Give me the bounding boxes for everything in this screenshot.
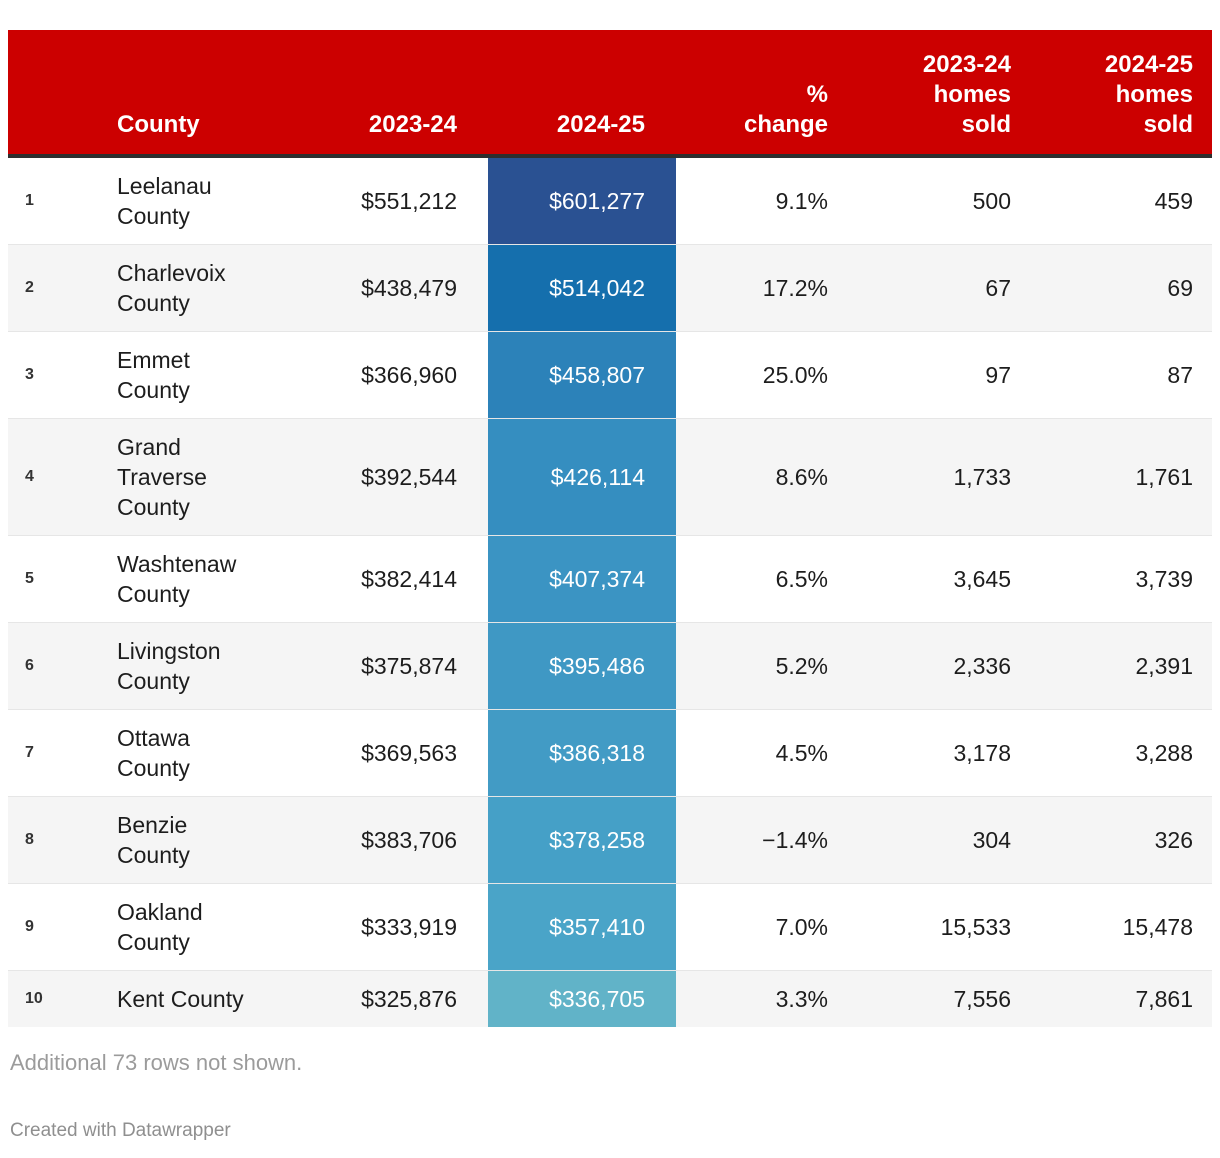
price-2023-cell: $438,479	[277, 244, 488, 332]
county-cell: Washtenaw County	[117, 535, 277, 623]
homes-sold-2023-cell: 1,733	[859, 418, 1042, 536]
homes-sold-2024-column-header: 2024-25 homes sold	[1042, 30, 1212, 158]
table-row: 5 Washtenaw County $382,414 $407,374 6.5…	[8, 535, 1212, 623]
homes-sold-2024-cell: 2,391	[1042, 622, 1212, 710]
row-rank: 8	[8, 796, 117, 884]
homes-sold-2023-column-header: 2023-24 homes sold	[859, 30, 1042, 158]
county-home-prices-table: County 2023-24 2024-25 % change 2023-24 …	[8, 30, 1212, 1027]
price-2024-cell: $601,277	[488, 156, 676, 245]
price-2024-cell: $407,374	[488, 535, 676, 623]
rank-column-header	[8, 30, 117, 158]
table-row: 2 Charlevoix County $438,479 $514,042 17…	[8, 244, 1212, 332]
pct-change-column-header: % change	[676, 30, 859, 158]
table-body: 1 Leelanau County $551,212 $601,277 9.1%…	[8, 156, 1212, 1027]
row-rank: 10	[8, 970, 117, 1027]
homes-sold-2023-cell: 3,645	[859, 535, 1042, 623]
homes-sold-2023-cell: 97	[859, 331, 1042, 419]
row-rank: 2	[8, 244, 117, 332]
pct-change-cell: 7.0%	[676, 883, 859, 971]
row-rank: 3	[8, 331, 117, 419]
table-row: 10 Kent County $325,876 $336,705 3.3% 7,…	[8, 970, 1212, 1027]
homes-sold-2024-cell: 7,861	[1042, 970, 1212, 1027]
pct-change-cell: 5.2%	[676, 622, 859, 710]
homes-sold-2023-cell: 67	[859, 244, 1042, 332]
row-rank: 4	[8, 418, 117, 536]
price-2023-column-header: 2023-24	[277, 30, 488, 158]
pct-change-cell: 3.3%	[676, 970, 859, 1027]
header-row: County 2023-24 2024-25 % change 2023-24 …	[8, 30, 1212, 158]
table-row: 8 Benzie County $383,706 $378,258 −1.4% …	[8, 796, 1212, 884]
homes-sold-2024-cell: 15,478	[1042, 883, 1212, 971]
pct-change-cell: 9.1%	[676, 156, 859, 245]
pct-change-cell: −1.4%	[676, 796, 859, 884]
price-2024-cell: $378,258	[488, 796, 676, 884]
pct-change-cell: 4.5%	[676, 709, 859, 797]
price-2023-cell: $366,960	[277, 331, 488, 419]
row-rank: 7	[8, 709, 117, 797]
price-2024-cell: $386,318	[488, 709, 676, 797]
row-rank: 1	[8, 156, 117, 245]
price-2023-cell: $325,876	[277, 970, 488, 1027]
table-header: County 2023-24 2024-25 % change 2023-24 …	[8, 30, 1212, 158]
homes-sold-2023-cell: 304	[859, 796, 1042, 884]
pct-change-cell: 6.5%	[676, 535, 859, 623]
county-cell: Benzie County	[117, 796, 277, 884]
row-rank: 5	[8, 535, 117, 623]
price-2024-cell: $336,705	[488, 970, 676, 1027]
price-2024-cell: $514,042	[488, 244, 676, 332]
price-2023-cell: $382,414	[277, 535, 488, 623]
county-cell: Emmet County	[117, 331, 277, 419]
county-cell: Oakland County	[117, 883, 277, 971]
homes-sold-2023-cell: 2,336	[859, 622, 1042, 710]
county-cell: Ottawa County	[117, 709, 277, 797]
price-2024-cell: $458,807	[488, 331, 676, 419]
price-2024-cell: $426,114	[488, 418, 676, 536]
datawrapper-credit-link[interactable]: Created with Datawrapper	[10, 1120, 231, 1141]
pct-change-cell: 17.2%	[676, 244, 859, 332]
row-rank: 6	[8, 622, 117, 710]
county-cell: Grand Traverse County	[117, 418, 277, 536]
price-2023-cell: $369,563	[277, 709, 488, 797]
price-2024-cell: $395,486	[488, 622, 676, 710]
homes-sold-2024-cell: 3,739	[1042, 535, 1212, 623]
homes-sold-2023-cell: 3,178	[859, 709, 1042, 797]
homes-sold-2024-cell: 87	[1042, 331, 1212, 419]
homes-sold-2024-cell: 3,288	[1042, 709, 1212, 797]
rows-not-shown-note: Additional 73 rows not shown.	[10, 1050, 303, 1075]
row-rank: 9	[8, 883, 117, 971]
table-row: 9 Oakland County $333,919 $357,410 7.0% …	[8, 883, 1212, 971]
table-row: 7 Ottawa County $369,563 $386,318 4.5% 3…	[8, 709, 1212, 797]
table-row: 6 Livingston County $375,874 $395,486 5.…	[8, 622, 1212, 710]
price-2023-cell: $375,874	[277, 622, 488, 710]
homes-sold-2023-cell: 7,556	[859, 970, 1042, 1027]
table-row: 4 Grand Traverse County $392,544 $426,11…	[8, 418, 1212, 536]
price-2023-cell: $383,706	[277, 796, 488, 884]
county-cell: Livingston County	[117, 622, 277, 710]
table-row: 1 Leelanau County $551,212 $601,277 9.1%…	[8, 156, 1212, 245]
price-2023-cell: $551,212	[277, 156, 488, 245]
county-cell: Charlevoix County	[117, 244, 277, 332]
county-cell: Kent County	[117, 970, 277, 1027]
table-row: 3 Emmet County $366,960 $458,807 25.0% 9…	[8, 331, 1212, 419]
price-2023-cell: $333,919	[277, 883, 488, 971]
county-column-header: County	[117, 30, 277, 158]
homes-sold-2024-cell: 1,761	[1042, 418, 1212, 536]
pct-change-cell: 25.0%	[676, 331, 859, 419]
price-2024-cell: $357,410	[488, 883, 676, 971]
price-2024-column-header: 2024-25	[488, 30, 676, 158]
homes-sold-2023-cell: 15,533	[859, 883, 1042, 971]
pct-change-cell: 8.6%	[676, 418, 859, 536]
homes-sold-2024-cell: 326	[1042, 796, 1212, 884]
county-cell: Leelanau County	[117, 156, 277, 245]
price-2023-cell: $392,544	[277, 418, 488, 536]
homes-sold-2024-cell: 69	[1042, 244, 1212, 332]
homes-sold-2024-cell: 459	[1042, 156, 1212, 245]
table-container: County 2023-24 2024-25 % change 2023-24 …	[8, 30, 1212, 1027]
homes-sold-2023-cell: 500	[859, 156, 1042, 245]
